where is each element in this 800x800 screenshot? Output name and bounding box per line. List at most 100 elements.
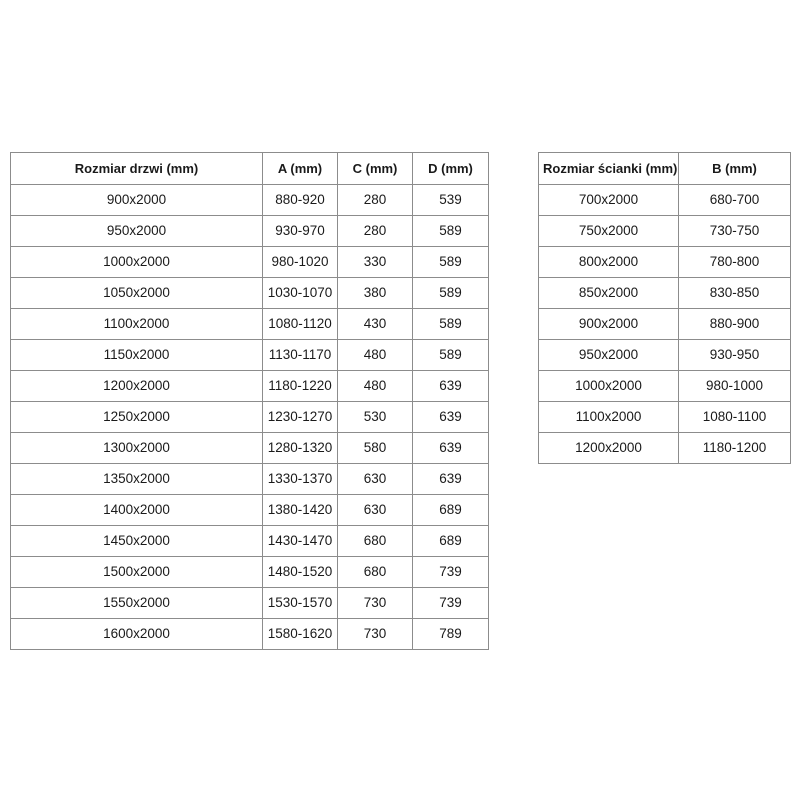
data-cell: 1380-1420	[262, 494, 338, 526]
data-cell: 630	[337, 463, 413, 495]
table-row: 1000x2000 980-1000	[538, 370, 791, 402]
row-label-cell: 800x2000	[538, 246, 679, 278]
row-label-cell: 1050x2000	[10, 277, 263, 309]
data-cell: 930-970	[262, 215, 338, 247]
column-header: B (mm)	[678, 152, 791, 185]
data-cell: 380	[337, 277, 413, 309]
row-label-cell: 1350x2000	[10, 463, 263, 495]
row-label-cell: 1200x2000	[10, 370, 263, 402]
data-cell: 330	[337, 246, 413, 278]
row-label-cell: 1600x2000	[10, 618, 263, 650]
data-cell: 589	[412, 339, 489, 371]
table-header-row: Rozmiar drzwi (mm)A (mm)C (mm)D (mm)X (m…	[10, 152, 489, 185]
data-cell: 780-800	[678, 246, 791, 278]
data-cell: 1130-1170	[262, 339, 338, 371]
row-label-cell: 950x2000	[538, 339, 679, 371]
data-cell: 589	[412, 246, 489, 278]
data-cell: 539	[412, 184, 489, 216]
table-row: 850x2000 830-850	[538, 277, 791, 309]
data-cell: 880-900	[678, 308, 791, 340]
data-cell: 1180-1220	[262, 370, 338, 402]
doors-table-header: Rozmiar drzwi (mm)A (mm)C (mm)D (mm)X (m…	[10, 152, 489, 185]
row-label-cell: 1000x2000	[10, 246, 263, 278]
wall-table-header: Rozmiar ścianki (mm) B (mm)	[538, 152, 791, 185]
data-cell: 589	[412, 277, 489, 309]
data-cell: 589	[412, 215, 489, 247]
row-label-cell: 1200x2000	[538, 432, 679, 464]
data-cell: 739	[412, 587, 489, 619]
wall-table-body: 700x2000 680-700 750x2000 730-750 800x2000 78…	[538, 184, 791, 464]
doors-dimensions-table: Rozmiar drzwi (mm)A (mm)C (mm)D (mm)X (m…	[10, 152, 489, 650]
data-cell: 830-850	[678, 277, 791, 309]
wall-table-container: Rozmiar ścianki (mm) B (mm) 700x2000 680-7…	[538, 152, 791, 464]
data-cell: 280	[337, 215, 413, 247]
data-cell: 280	[337, 184, 413, 216]
data-cell: 1430-1470	[262, 525, 338, 557]
data-cell: 789	[412, 618, 489, 650]
row-label-cell: 900x2000	[10, 184, 263, 216]
data-cell: 1530-1570	[262, 587, 338, 619]
table-row: 1100x2000 1080-1100	[538, 401, 791, 433]
row-label-cell: 1500x2000	[10, 556, 263, 588]
data-cell: 680	[337, 556, 413, 588]
table-row: 950x2000 930-950	[538, 339, 791, 371]
wall-dimensions-table: Rozmiar ścianki (mm) B (mm) 700x2000 680-7…	[538, 152, 791, 464]
data-cell: 480	[337, 370, 413, 402]
data-cell: 639	[412, 401, 489, 433]
data-cell: 730-750	[678, 215, 791, 247]
data-cell: 639	[412, 432, 489, 464]
data-cell: 930-950	[678, 339, 791, 371]
data-cell: 639	[412, 370, 489, 402]
table-header-row: Rozmiar ścianki (mm) B (mm)	[538, 152, 791, 185]
data-cell: 680-700	[678, 184, 791, 216]
data-cell: 1080-1120	[262, 308, 338, 340]
row-label-cell: 1250x2000	[10, 401, 263, 433]
data-cell: 880-920	[262, 184, 338, 216]
row-label-cell: 1550x2000	[10, 587, 263, 619]
column-header: A (mm)	[262, 152, 338, 185]
table-row: 1200x2000 1180-1200	[538, 432, 791, 464]
data-cell: 1180-1200	[678, 432, 791, 464]
data-cell: 1480-1520	[262, 556, 338, 588]
row-label-cell: 950x2000	[10, 215, 263, 247]
row-label-cell: 1000x2000	[538, 370, 679, 402]
data-cell: 1330-1370	[262, 463, 338, 495]
data-cell: 730	[337, 587, 413, 619]
table-row: 800x2000 780-800	[538, 246, 791, 278]
column-header: Rozmiar ścianki (mm)	[538, 152, 679, 185]
data-cell: 730	[337, 618, 413, 650]
data-cell: 680	[337, 525, 413, 557]
data-cell: 739	[412, 556, 489, 588]
row-label-cell: 900x2000	[538, 308, 679, 340]
data-cell: 689	[412, 525, 489, 557]
table-row: 900x2000 880-900	[538, 308, 791, 340]
data-cell: 589	[412, 308, 489, 340]
data-cell: 630	[337, 494, 413, 526]
row-label-cell: 750x2000	[538, 215, 679, 247]
data-cell: 639	[412, 463, 489, 495]
table-row: 750x2000 730-750	[538, 215, 791, 247]
data-cell: 1030-1070	[262, 277, 338, 309]
row-label-cell: 1100x2000	[10, 308, 263, 340]
data-cell: 430	[337, 308, 413, 340]
data-cell: 1080-1100	[678, 401, 791, 433]
doors-table-body: 900x2000880-920280539445950x2000930-9702…	[10, 184, 489, 650]
data-cell: 980-1000	[678, 370, 791, 402]
data-cell: 480	[337, 339, 413, 371]
data-cell: 530	[337, 401, 413, 433]
data-cell: 1580-1620	[262, 618, 338, 650]
